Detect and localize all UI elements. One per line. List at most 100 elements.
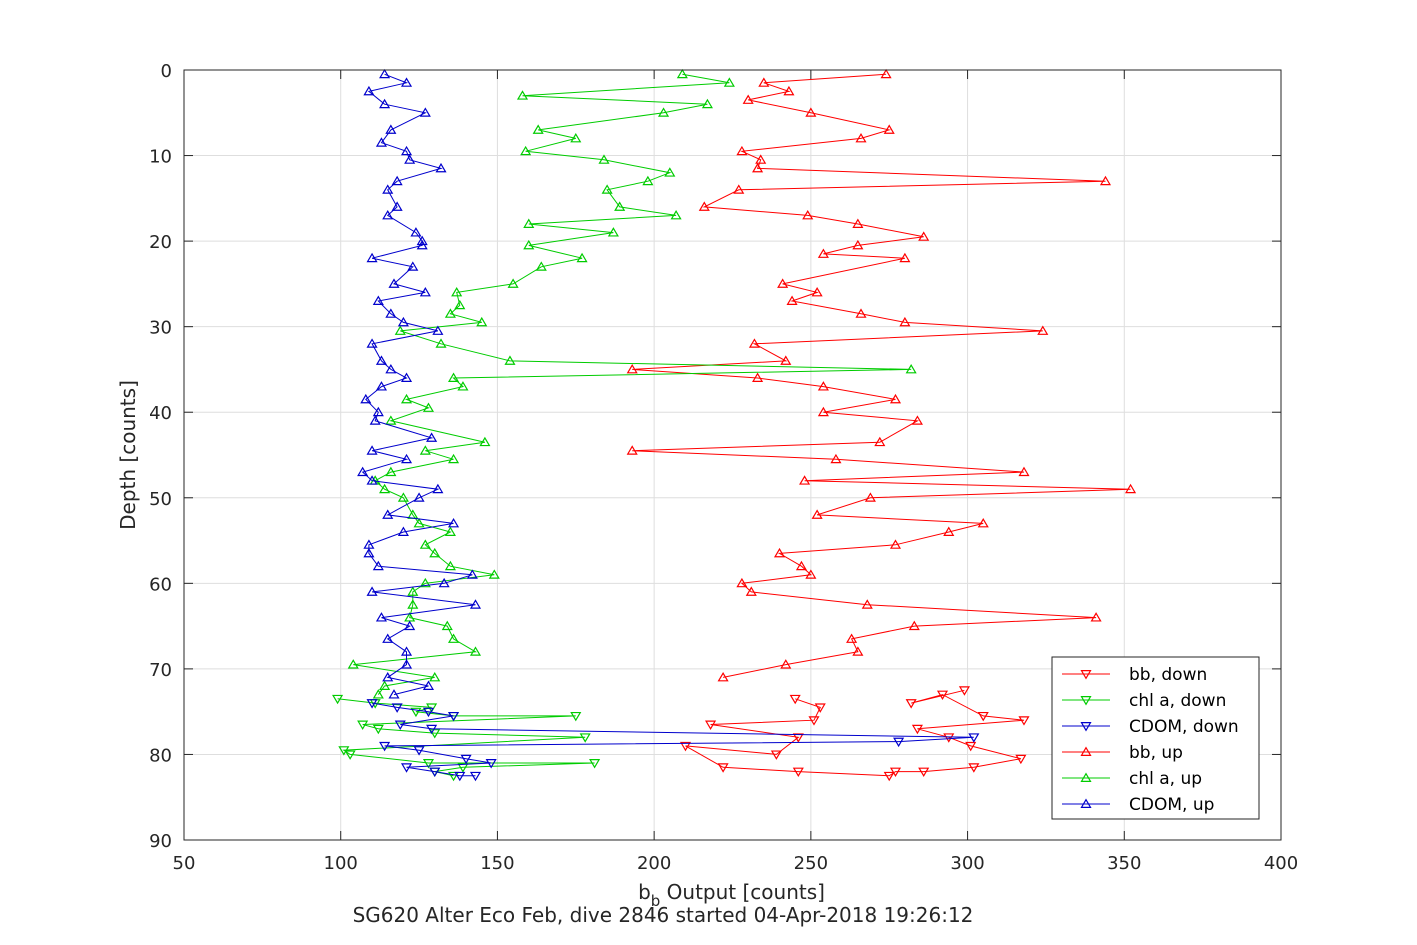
data-point xyxy=(770,750,782,760)
data-point xyxy=(469,599,482,609)
data-point xyxy=(357,720,369,730)
data-point xyxy=(413,492,425,502)
data-point xyxy=(391,201,403,211)
data-point xyxy=(416,235,428,246)
y-tick-label: 40 xyxy=(149,403,172,424)
data-point xyxy=(379,98,391,109)
data-point xyxy=(479,436,491,447)
legend-item: CDOM, down xyxy=(1062,717,1239,737)
data-point xyxy=(1125,483,1137,494)
data-point xyxy=(911,724,923,735)
data-point xyxy=(780,659,792,669)
data-point xyxy=(375,355,388,365)
data-point xyxy=(968,733,980,743)
data-point xyxy=(589,759,601,769)
data-point xyxy=(899,252,911,263)
data-point xyxy=(410,227,422,237)
data-point xyxy=(1037,325,1049,335)
data-point xyxy=(447,633,460,643)
legend-label: bb, down xyxy=(1129,665,1207,685)
y-tick-label: 80 xyxy=(149,745,172,766)
data-point xyxy=(400,372,413,382)
data-point xyxy=(802,209,814,220)
data-point xyxy=(733,184,745,194)
data-point xyxy=(755,154,767,164)
data-point xyxy=(432,483,444,494)
data-point xyxy=(382,209,394,220)
data-point xyxy=(855,308,867,318)
x-tick-label: 200 xyxy=(637,853,671,874)
data-point xyxy=(626,445,638,455)
data-point xyxy=(742,94,754,104)
data-point xyxy=(889,393,902,404)
data-point xyxy=(410,707,422,718)
data-point xyxy=(372,724,384,735)
data-point xyxy=(388,278,400,288)
data-point xyxy=(457,763,469,773)
data-point xyxy=(642,175,654,186)
data-point xyxy=(400,393,413,404)
data-point xyxy=(469,771,482,782)
data-point xyxy=(451,286,463,297)
data-point xyxy=(918,231,930,241)
data-point xyxy=(905,699,917,709)
legend-label: CDOM, up xyxy=(1129,795,1214,815)
data-point xyxy=(422,759,435,769)
data-point xyxy=(429,547,441,558)
x-tick-label: 150 xyxy=(480,853,514,874)
data-point xyxy=(817,406,829,417)
y-tick-label: 50 xyxy=(149,489,172,510)
data-point xyxy=(366,475,378,485)
series-line xyxy=(353,73,912,695)
x-tick-label: 250 xyxy=(794,853,828,874)
legend-item: chl a, up xyxy=(1062,769,1202,789)
data-point xyxy=(1018,716,1030,726)
data-point xyxy=(748,338,760,348)
data-point xyxy=(394,720,406,730)
data-point xyxy=(388,689,400,699)
legend-marker xyxy=(1080,746,1092,756)
data-point xyxy=(357,466,369,477)
data-point xyxy=(366,699,378,709)
legend-marker xyxy=(1080,670,1092,680)
legend: bb, down chl a, down CDOM, down bb, up chl a… xyxy=(1051,656,1260,820)
data-point xyxy=(447,372,460,382)
data-point xyxy=(911,415,923,425)
data-point xyxy=(918,767,930,778)
x-axis-label: bb Output [counts] xyxy=(638,880,825,910)
data-point xyxy=(372,560,384,571)
data-point xyxy=(363,547,375,558)
data-point xyxy=(745,586,757,596)
legend-label: chl a, up xyxy=(1129,769,1202,789)
data-point xyxy=(883,771,895,782)
data-point xyxy=(369,415,381,425)
data-point xyxy=(447,771,460,782)
y-tick-label: 10 xyxy=(149,147,172,168)
data-point xyxy=(523,239,535,250)
data-point xyxy=(968,763,980,773)
legend-item: CDOM, up xyxy=(1062,795,1214,815)
data-point xyxy=(936,690,949,701)
series-layer xyxy=(332,68,1137,782)
data-point xyxy=(404,154,416,164)
data-point xyxy=(792,767,804,778)
data-point xyxy=(852,646,864,656)
data-point xyxy=(391,175,403,186)
data-point xyxy=(576,252,588,263)
series-cdom-down xyxy=(366,699,980,782)
data-point xyxy=(382,184,394,194)
data-point xyxy=(852,218,864,228)
data-point xyxy=(372,406,384,417)
data-point xyxy=(676,68,688,79)
data-point xyxy=(1099,175,1112,186)
data-point xyxy=(705,720,717,730)
x-tick-label: 400 xyxy=(1264,853,1298,874)
data-point xyxy=(965,741,977,752)
data-point xyxy=(504,355,516,365)
data-point xyxy=(444,526,456,536)
data-point xyxy=(861,599,873,609)
data-point xyxy=(400,77,413,87)
data-point xyxy=(883,124,895,134)
data-point xyxy=(520,145,532,156)
